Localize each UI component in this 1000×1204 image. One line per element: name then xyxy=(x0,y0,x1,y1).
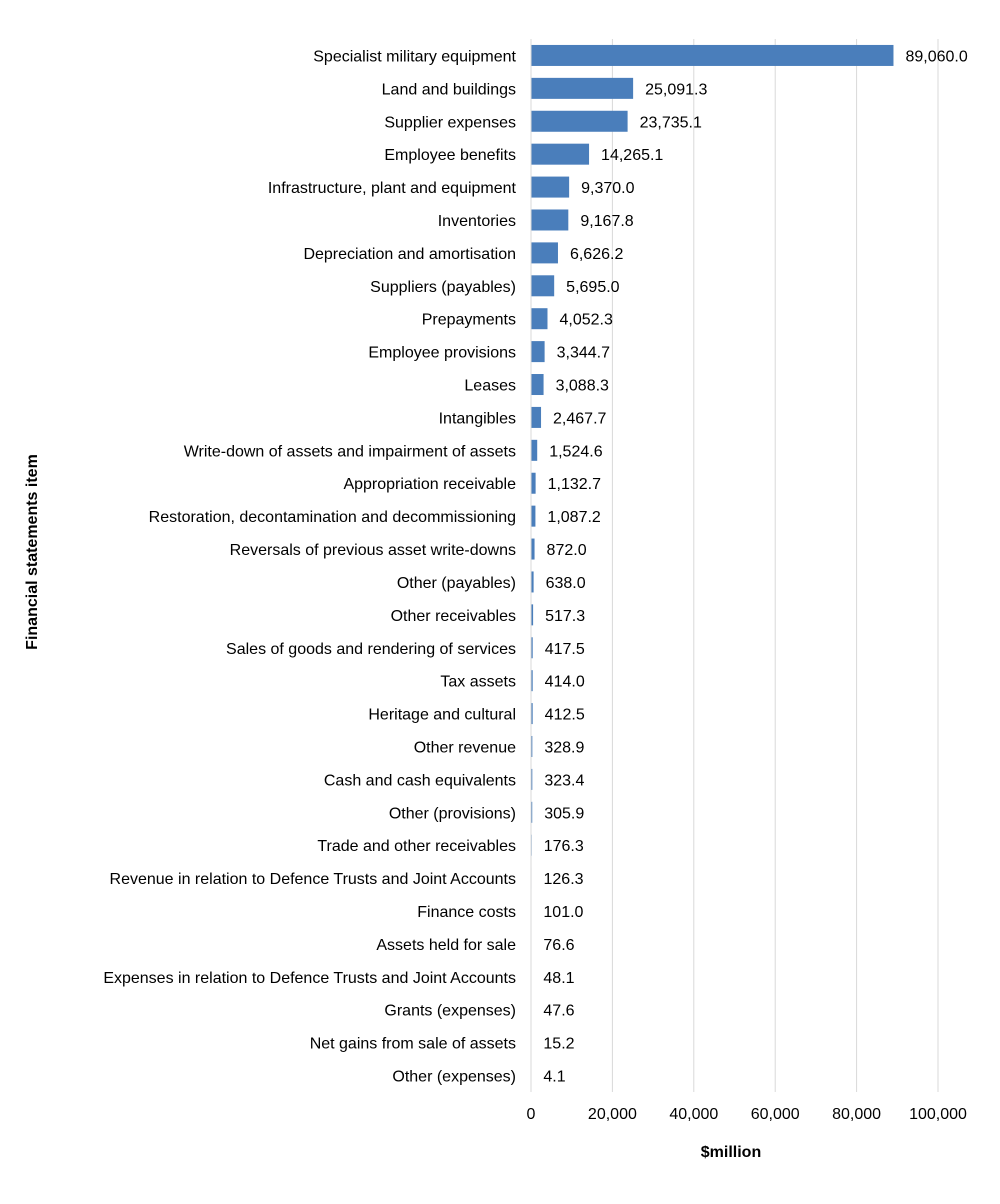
data-label: 5,695.0 xyxy=(566,279,619,296)
category-label: Employee provisions xyxy=(368,345,516,362)
data-label: 23,735.1 xyxy=(640,114,702,131)
data-label: 3,088.3 xyxy=(556,378,609,395)
data-label: 25,091.3 xyxy=(645,81,707,98)
category-label: Suppliers (payables) xyxy=(370,279,516,296)
category-label: Restoration, decontamination and decommi… xyxy=(149,509,516,526)
data-label: 48.1 xyxy=(543,970,574,987)
data-label: 872.0 xyxy=(547,542,587,559)
data-label: 76.6 xyxy=(543,937,574,954)
category-label: Net gains from sale of assets xyxy=(310,1036,516,1053)
category-label: Infrastructure, plant and equipment xyxy=(268,180,517,197)
data-label: 15.2 xyxy=(543,1036,574,1053)
category-label: Other revenue xyxy=(414,739,516,756)
bar xyxy=(531,341,545,362)
bar xyxy=(531,374,544,395)
data-label: 4.1 xyxy=(543,1069,565,1086)
data-label: 305.9 xyxy=(544,805,584,822)
category-label: Finance costs xyxy=(417,904,516,921)
data-label: 1,087.2 xyxy=(547,509,600,526)
category-label: Specialist military equipment xyxy=(313,48,516,65)
data-label: 414.0 xyxy=(545,674,585,691)
category-label: Leases xyxy=(464,378,516,395)
data-label: 638.0 xyxy=(546,575,586,592)
category-label: Depreciation and amortisation xyxy=(303,246,516,263)
bar xyxy=(531,308,547,329)
data-label: 1,524.6 xyxy=(549,443,602,460)
category-label: Trade and other receivables xyxy=(317,838,516,855)
category-label: Revenue in relation to Defence Trusts an… xyxy=(110,871,516,888)
category-label: Cash and cash equivalents xyxy=(324,772,516,789)
data-label: 412.5 xyxy=(545,707,585,724)
category-label: Assets held for sale xyxy=(376,937,516,954)
category-label: Other receivables xyxy=(391,608,516,625)
data-label: 14,265.1 xyxy=(601,147,663,164)
data-label: 4,052.3 xyxy=(559,312,612,329)
y-axis-title: Financial statements item xyxy=(24,454,41,650)
category-label: Write-down of assets and impairment of a… xyxy=(184,443,516,460)
data-label: 6,626.2 xyxy=(570,246,623,263)
x-tick-label: 0 xyxy=(527,1106,536,1123)
data-label: 176.3 xyxy=(544,838,584,855)
bar xyxy=(531,45,893,66)
category-label: Prepayments xyxy=(422,312,516,329)
bar xyxy=(531,144,589,165)
data-label: 328.9 xyxy=(544,739,584,756)
bar xyxy=(531,177,569,198)
x-tick-label: 40,000 xyxy=(669,1106,718,1123)
data-label: 89,060.0 xyxy=(905,48,967,65)
category-label: Other (payables) xyxy=(397,575,516,592)
category-label: Other (provisions) xyxy=(389,805,516,822)
x-axis-title: $million xyxy=(701,1144,761,1161)
category-label: Expenses in relation to Defence Trusts a… xyxy=(103,970,516,987)
bars xyxy=(531,45,893,1086)
category-label: Heritage and cultural xyxy=(368,707,516,724)
bar xyxy=(531,506,535,527)
category-label: Supplier expenses xyxy=(384,114,516,131)
category-label: Grants (expenses) xyxy=(384,1003,516,1020)
data-label: 126.3 xyxy=(544,871,584,888)
category-label: Intangibles xyxy=(439,410,516,427)
bar xyxy=(531,440,537,461)
data-label: 1,132.7 xyxy=(548,476,601,493)
category-label: Sales of goods and rendering of services xyxy=(226,641,516,658)
data-label: 417.5 xyxy=(545,641,585,658)
gridlines xyxy=(612,39,938,1092)
bar xyxy=(531,473,536,494)
data-label: 47.6 xyxy=(543,1003,574,1020)
data-label: 517.3 xyxy=(545,608,585,625)
bar xyxy=(531,209,568,230)
data-label: 101.0 xyxy=(543,904,583,921)
category-label: Tax assets xyxy=(440,674,516,691)
bar xyxy=(531,539,535,560)
data-label: 3,344.7 xyxy=(557,345,610,362)
data-label: 2,467.7 xyxy=(553,410,606,427)
category-label: Other (expenses) xyxy=(392,1069,516,1086)
x-tick-label: 60,000 xyxy=(751,1106,800,1123)
data-label: 9,167.8 xyxy=(580,213,633,230)
bar xyxy=(531,407,541,428)
data-label: 9,370.0 xyxy=(581,180,634,197)
data-label: 323.4 xyxy=(544,772,584,789)
category-label: Land and buildings xyxy=(382,81,516,98)
bar xyxy=(531,275,554,296)
bar xyxy=(531,78,633,99)
x-tick-label: 100,000 xyxy=(909,1106,967,1123)
bar xyxy=(531,242,558,263)
category-label: Inventories xyxy=(438,213,516,230)
x-tick-label: 20,000 xyxy=(588,1106,637,1123)
category-label: Employee benefits xyxy=(384,147,516,164)
category-label: Reversals of previous asset write-downs xyxy=(230,542,516,559)
x-tick-label: 80,000 xyxy=(832,1106,881,1123)
category-label: Appropriation receivable xyxy=(343,476,516,493)
bar xyxy=(531,111,628,132)
